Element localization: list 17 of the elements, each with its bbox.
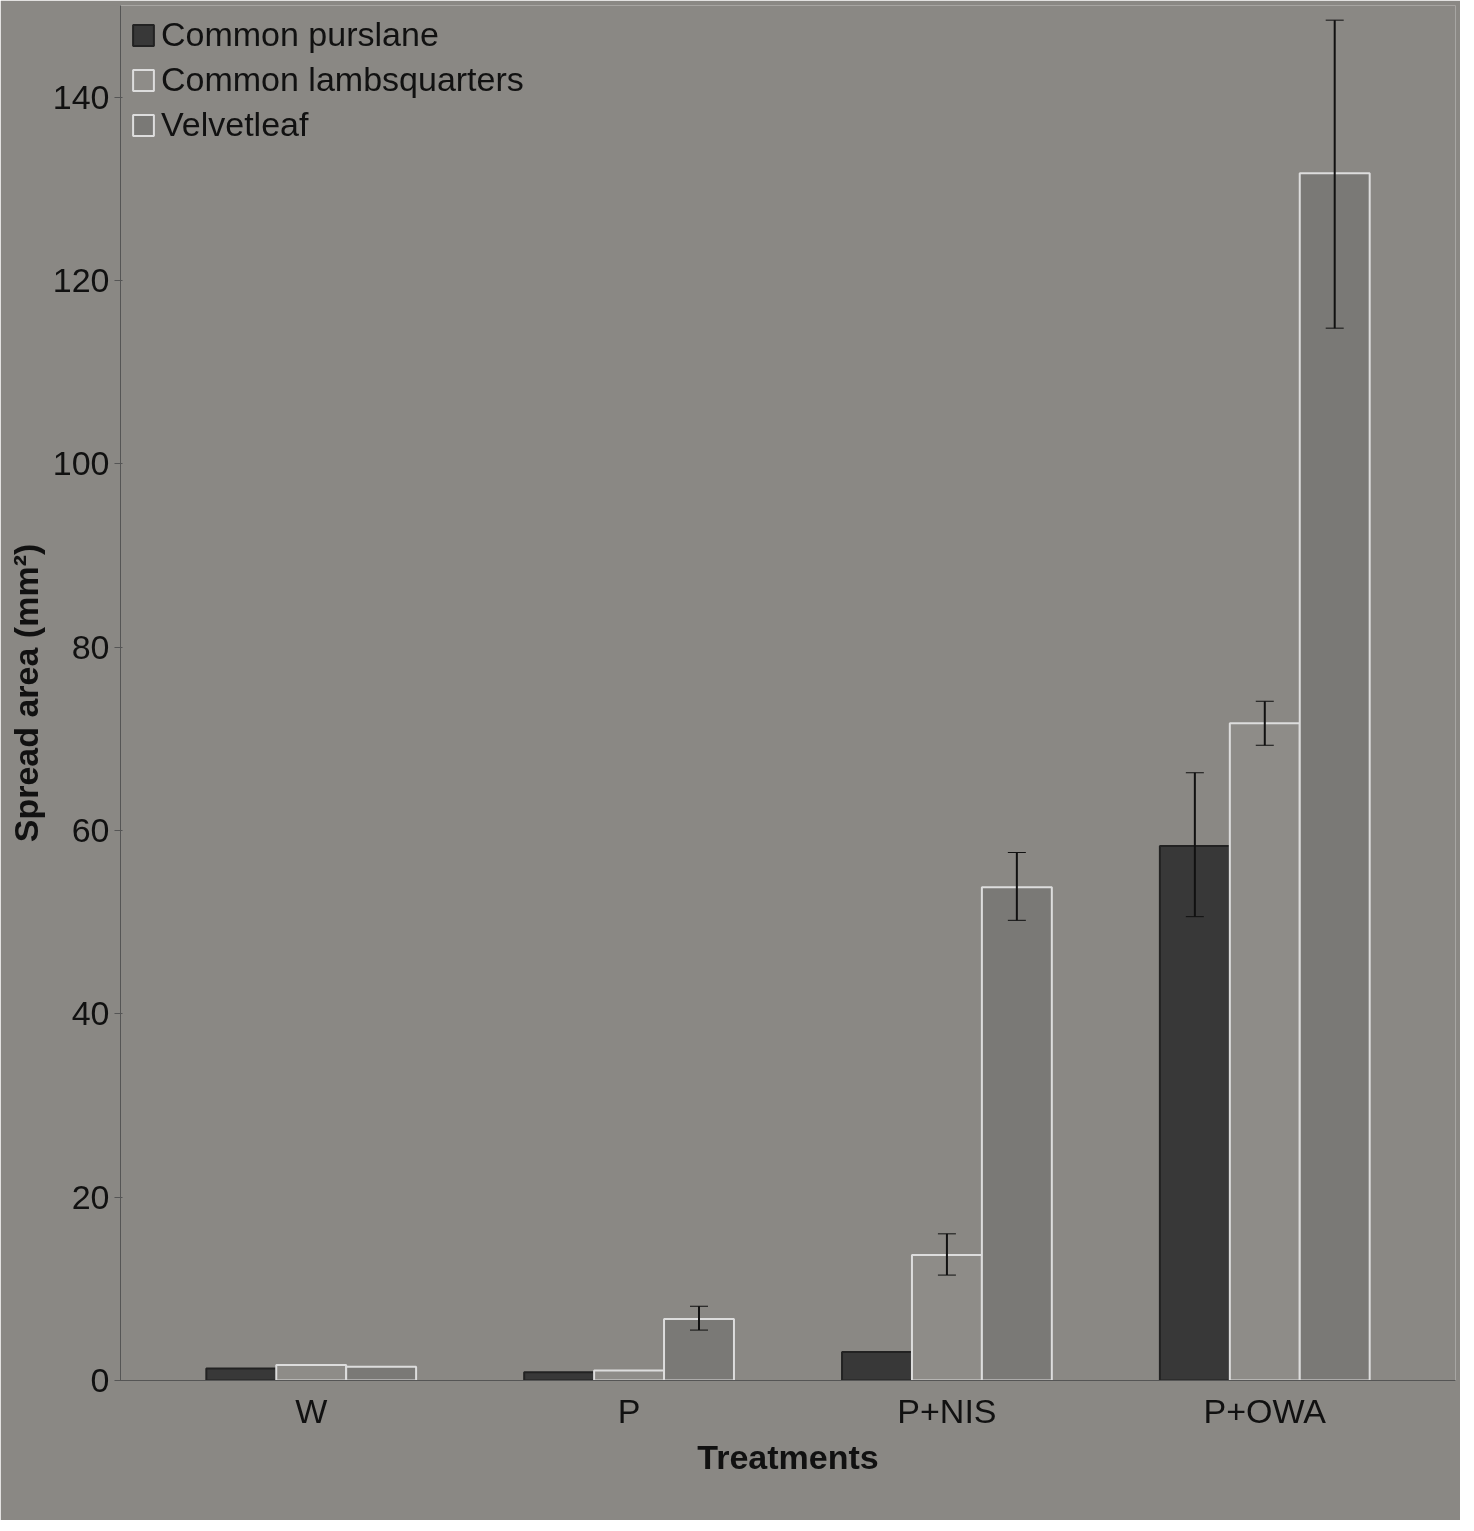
y-tick-label: 40 bbox=[71, 994, 110, 1033]
y-tick-label: 100 bbox=[52, 444, 110, 483]
y-tick-label: 80 bbox=[71, 627, 110, 666]
y-tick-label: 120 bbox=[52, 261, 110, 299]
legend-label: Common purslane bbox=[161, 15, 439, 54]
x-axis-title: Treatments bbox=[697, 1437, 879, 1476]
x-tick-label: P bbox=[617, 1391, 641, 1430]
y-tick-label: 0 bbox=[90, 1361, 110, 1399]
x-tick-label: W bbox=[295, 1391, 328, 1430]
x-tick-label: P+NIS bbox=[897, 1391, 997, 1430]
y-tick-label: 60 bbox=[71, 811, 110, 849]
y-axis-title: Spread area (mm²) bbox=[6, 543, 45, 843]
y-tick-label: 140 bbox=[52, 77, 110, 116]
legend-label: Common lambsquarters bbox=[161, 60, 524, 99]
y-tick-label: 20 bbox=[71, 1177, 110, 1216]
x-tick-label: P+OWA bbox=[1203, 1391, 1327, 1430]
legend-label: Velvetleaf bbox=[161, 105, 309, 144]
